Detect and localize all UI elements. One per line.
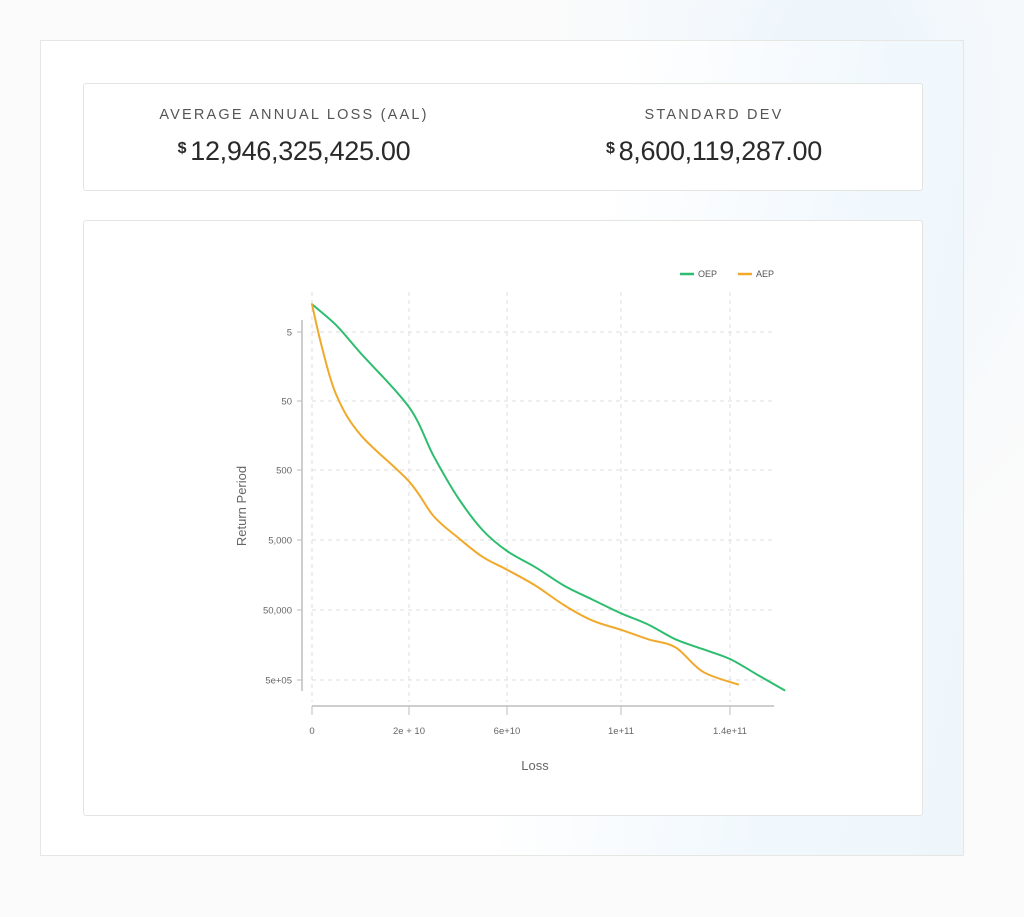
legend-item-oep[interactable]: OEP: [680, 269, 717, 279]
std-dev-value-row: $8,600,119,287.00: [504, 136, 924, 167]
x-tick-label: 1.4e+11: [713, 726, 747, 737]
series-line-aep: [311, 303, 740, 686]
y-tick-label: 500: [276, 466, 292, 477]
std-dev-stat: STANDARD DEV $8,600,119,287.00: [504, 84, 924, 192]
aal-value: 12,946,325,425.00: [190, 136, 411, 166]
ep-curve-chart-card: 5 50 500 5,000 50,000 5e+05 0 2e + 10 6e+10 1e+11…: [83, 220, 923, 816]
aal-stat: AVERAGE ANNUAL LOSS (AAL) $12,946,325,42…: [84, 84, 504, 192]
x-axis-label: Loss: [521, 758, 549, 773]
std-dev-label: STANDARD DEV: [644, 107, 784, 123]
x-tick-label: 2e + 10: [393, 726, 425, 737]
x-tick-label: 0: [309, 726, 314, 737]
y-tick-label: 50: [281, 397, 292, 408]
y-tick-label: 5: [287, 328, 292, 339]
chart-grid: [311, 292, 774, 702]
x-tick-label: 6e+10: [494, 726, 521, 737]
x-tick-label: 1e+11: [608, 726, 634, 737]
chart-lines: [311, 303, 786, 692]
chart-legend[interactable]: OEP AEP: [680, 269, 774, 279]
legend-label: OEP: [698, 269, 717, 279]
y-tick-label: 50,000: [263, 606, 292, 617]
legend-label: AEP: [756, 269, 774, 279]
y-tick-label: 5e+05: [265, 676, 292, 687]
dashboard-panel: AVERAGE ANNUAL LOSS (AAL) $12,946,325,42…: [40, 40, 964, 856]
series-line-oep: [311, 303, 786, 692]
y-axis-label: Return Period: [234, 466, 249, 546]
ep-curve-chart: 5 50 500 5,000 50,000 5e+05 0 2e + 10 6e+10 1e+11…: [234, 269, 786, 773]
std-dev-value: 8,600,119,287.00: [618, 136, 823, 166]
chart-axes: 5 50 500 5,000 50,000 5e+05 0 2e + 10 6e+10 1e+11…: [263, 320, 774, 737]
y-tick-label: 5,000: [268, 536, 292, 547]
currency-symbol: $: [177, 140, 187, 157]
legend-item-aep[interactable]: AEP: [738, 269, 774, 279]
summary-stats-card: AVERAGE ANNUAL LOSS (AAL) $12,946,325,42…: [83, 83, 923, 191]
currency-symbol: $: [605, 140, 615, 157]
aal-label: AVERAGE ANNUAL LOSS (AAL): [159, 107, 429, 123]
aal-value-row: $12,946,325,425.00: [84, 136, 504, 167]
